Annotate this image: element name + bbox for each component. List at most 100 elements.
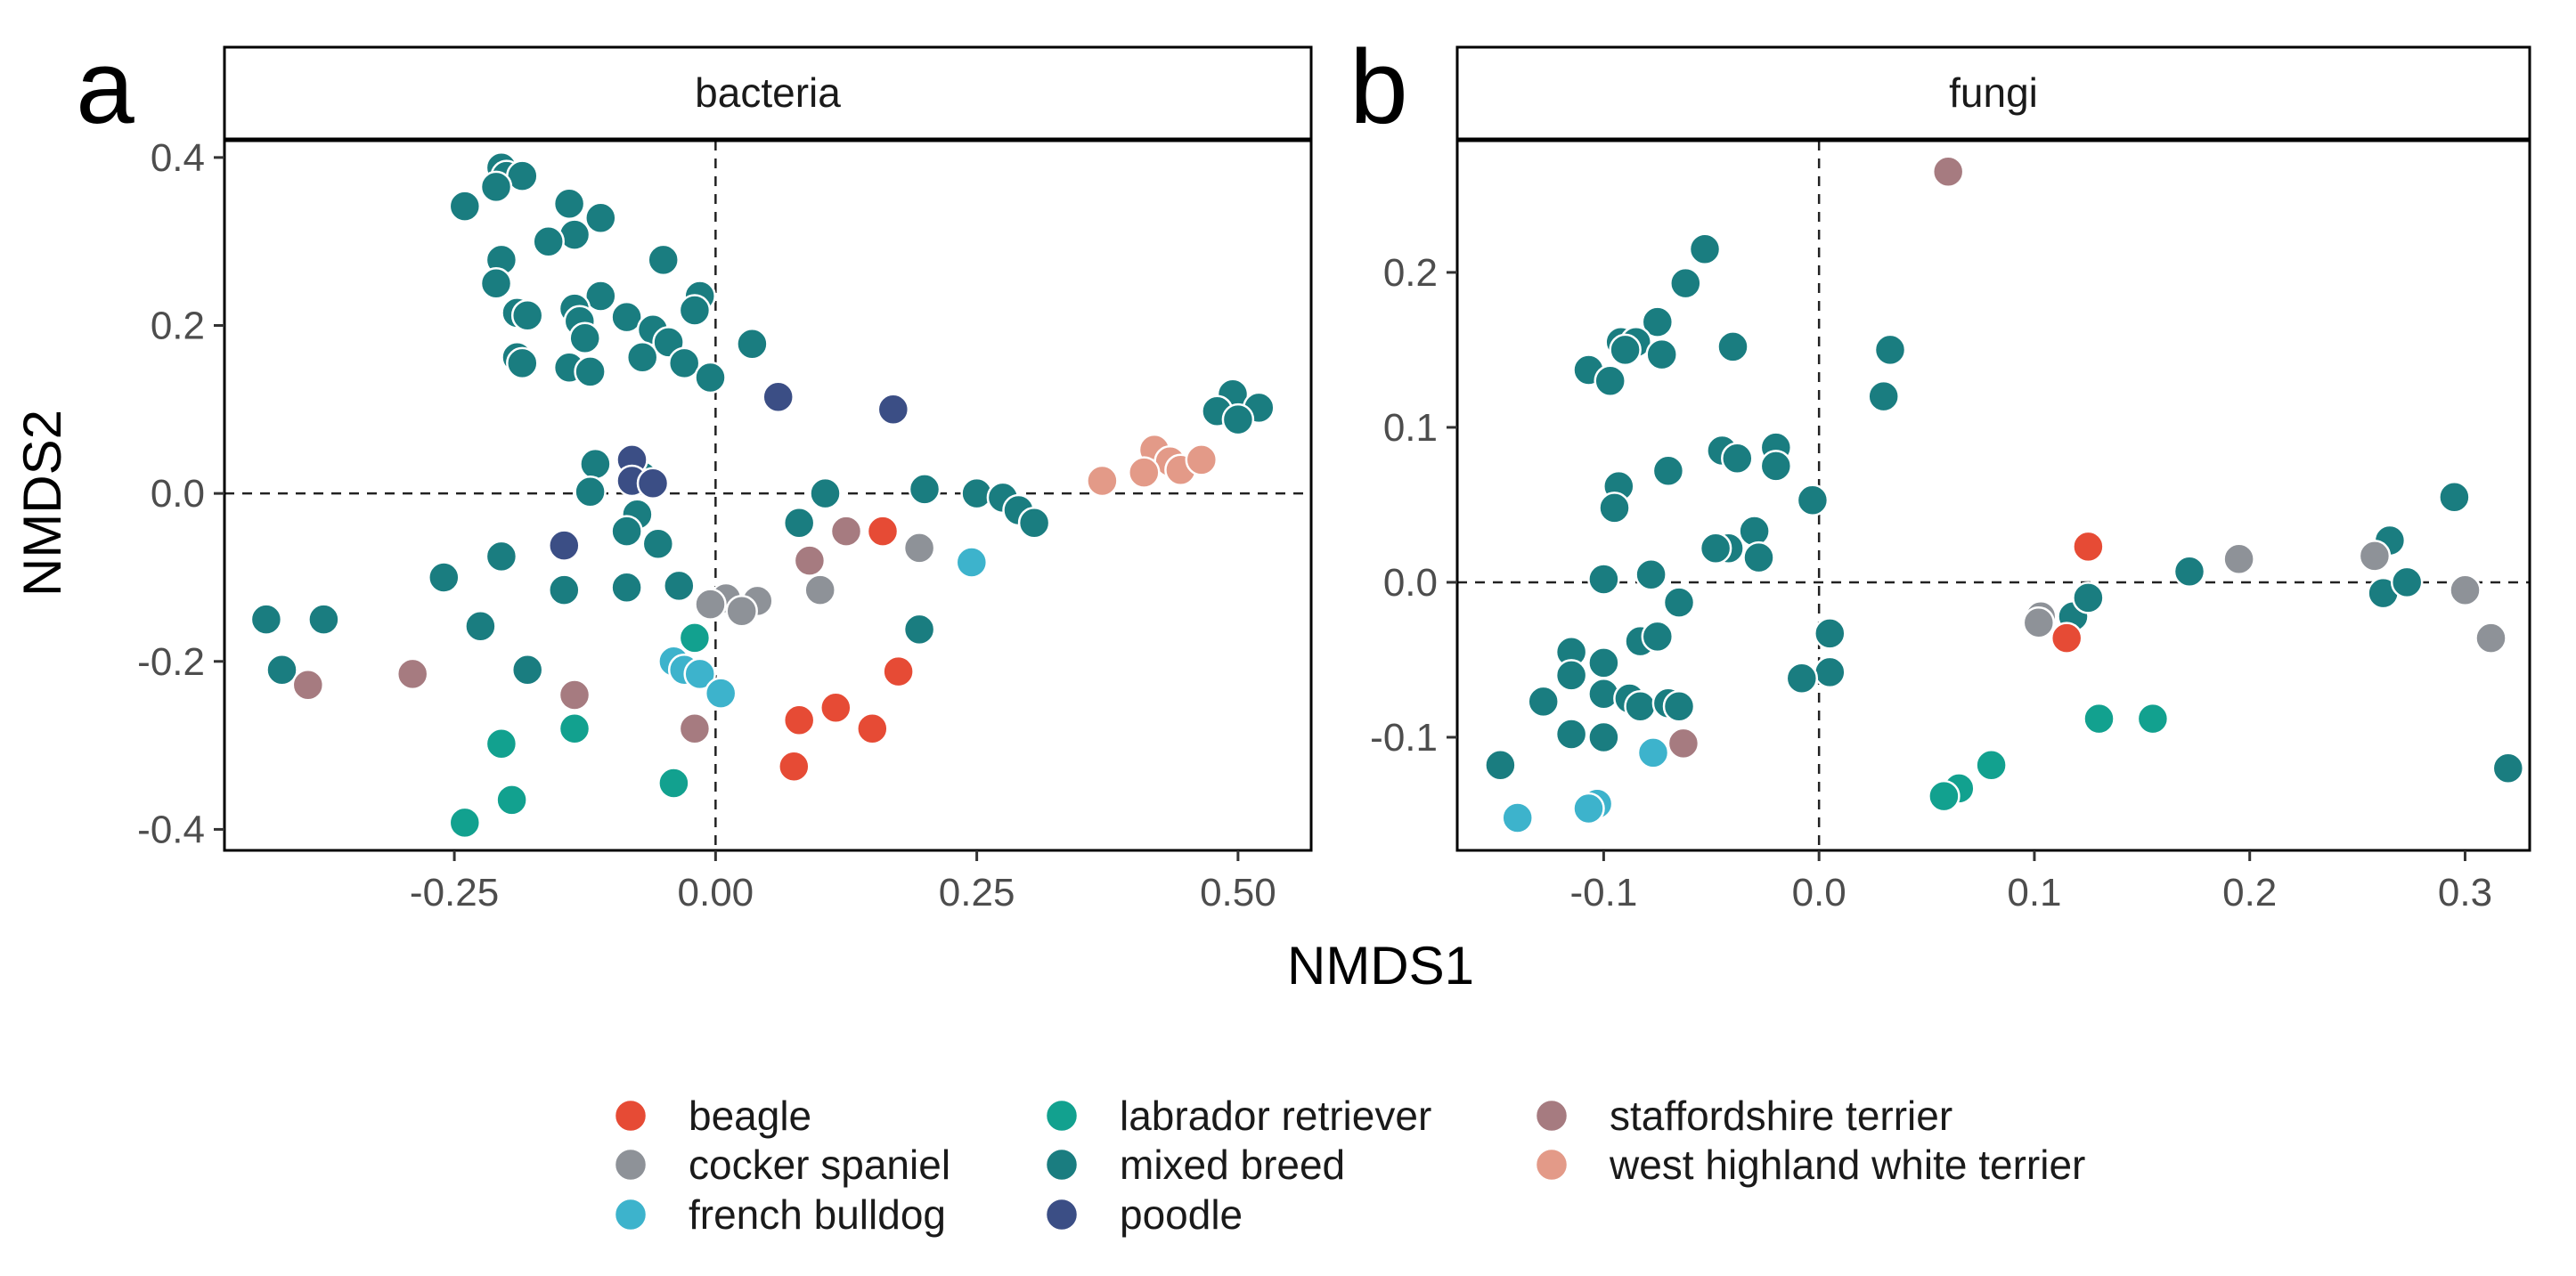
data-point-mixed xyxy=(1527,685,1560,719)
data-point-mixed xyxy=(532,224,565,258)
x-tick-label: 0.00 xyxy=(678,871,754,914)
data-point-mixed xyxy=(1785,662,1819,695)
data-point-mixed xyxy=(610,571,643,605)
legend-item-lab: labrador retriever xyxy=(1044,1093,1431,1139)
data-point-mixed xyxy=(678,294,712,327)
data-point-mixed xyxy=(1017,506,1051,540)
data-point-mixed xyxy=(782,506,816,540)
data-point-cocker xyxy=(2222,542,2255,576)
legend-label: beagle xyxy=(689,1093,811,1139)
x-axis: -0.1 0.0 0.1 0.2 0.3 xyxy=(1569,850,2492,914)
data-point-mixed xyxy=(1594,364,1626,397)
legend-item-french: french bulldog xyxy=(613,1191,946,1238)
data-point-mixed xyxy=(2491,752,2525,785)
x-tick-label: 0.2 xyxy=(2222,871,2277,914)
data-point-mixed xyxy=(1699,532,1732,565)
strip-background xyxy=(223,45,1313,141)
legend-swatch xyxy=(1044,1098,1080,1134)
x-tick-label: -0.25 xyxy=(410,871,499,914)
legend-label: cocker spaniel xyxy=(689,1142,950,1188)
data-point-beagle xyxy=(2072,530,2105,564)
data-point-french xyxy=(683,657,716,691)
data-point-mixed xyxy=(1662,586,1696,619)
legend-label: west highland white terrier xyxy=(1609,1142,2085,1188)
reference-lines xyxy=(1457,141,2530,850)
x-tick-label: 0.0 xyxy=(1792,871,1846,914)
data-point-poodle xyxy=(876,393,910,427)
data-point-beagle xyxy=(782,703,816,737)
y-tick-label: 0.2 xyxy=(1383,251,1438,295)
data-point-mixed xyxy=(584,280,617,313)
legend-swatch xyxy=(613,1098,648,1134)
data-point-cocker xyxy=(2474,622,2507,654)
data-point-mixed xyxy=(1641,620,1675,654)
data-point-mixed xyxy=(1587,563,1620,596)
data-point-mixed xyxy=(1609,333,1642,367)
data-point-mixed xyxy=(2072,581,2105,614)
data-points xyxy=(1484,155,2525,834)
data-point-cocker xyxy=(725,594,758,628)
data-point-mixed xyxy=(574,355,607,388)
data-point-lab xyxy=(558,711,591,745)
data-point-mixed xyxy=(1634,557,1667,591)
data-point-french xyxy=(1501,801,1534,834)
data-point-staff xyxy=(1931,155,1965,189)
data-point-mixed xyxy=(579,447,612,481)
x-axis: -0.25 0.00 0.25 0.50 xyxy=(410,850,1276,914)
data-point-mixed xyxy=(641,527,675,560)
data-point-westie xyxy=(1128,456,1161,489)
data-point-mixed xyxy=(479,170,513,204)
data-point-mixed xyxy=(249,603,283,636)
y-tick-label: 0.1 xyxy=(1383,406,1438,450)
data-point-lab xyxy=(448,806,482,840)
data-point-mixed xyxy=(1742,540,1775,574)
data-point-mixed xyxy=(2172,555,2206,589)
data-point-mixed xyxy=(479,267,513,300)
reference-lines xyxy=(224,141,1311,850)
x-tick-label: 0.1 xyxy=(2007,871,2061,914)
data-point-mixed xyxy=(448,190,482,223)
data-point-mixed xyxy=(1669,266,1702,300)
data-point-mixed xyxy=(428,561,461,594)
data-point-beagle xyxy=(778,750,811,783)
data-point-mixed xyxy=(908,473,942,506)
y-tick-label: 0.2 xyxy=(151,305,205,348)
data-point-lab xyxy=(2136,702,2170,736)
data-point-mixed xyxy=(506,346,539,380)
legend-swatch xyxy=(1044,1147,1080,1183)
legend-swatch xyxy=(1534,1098,1569,1134)
data-point-poodle xyxy=(762,380,795,413)
data-point-beagle xyxy=(882,654,915,688)
data-point-mixed xyxy=(694,361,727,394)
legend-label: french bulldog xyxy=(689,1191,946,1238)
data-point-french xyxy=(1636,736,1670,769)
data-point-lab xyxy=(657,767,690,800)
data-point-mixed xyxy=(1814,655,1846,689)
data-point-mixed xyxy=(1587,646,1620,679)
legend-swatch xyxy=(613,1147,648,1183)
plot-frame xyxy=(1455,139,2531,852)
x-tick-label: 0.50 xyxy=(1200,871,1276,914)
x-tick-label: 0.3 xyxy=(2438,871,2492,914)
data-point-mixed xyxy=(902,613,936,646)
data-point-french xyxy=(704,677,738,710)
data-point-poodle xyxy=(636,467,670,500)
data-point-mixed xyxy=(809,476,842,510)
legend-swatch xyxy=(1044,1197,1080,1232)
panel-fungi: b fungi -0.1 0.0 0.1 0.2 0.3 -0.1 0.0 0.1 0.2 xyxy=(1349,28,2531,914)
data-point-lab xyxy=(2083,702,2115,736)
data-point-mixed xyxy=(1716,330,1749,363)
data-point-mixed xyxy=(1651,454,1685,487)
plot-frame xyxy=(223,139,1313,852)
legend-label: poodle xyxy=(1120,1191,1243,1238)
legend-item-mixed: mixed breed xyxy=(1044,1142,1345,1188)
data-point-lab xyxy=(1975,749,2008,782)
data-point-french xyxy=(955,546,989,579)
legend-label: staffordshire terrier xyxy=(1610,1093,1952,1139)
data-point-mixed xyxy=(574,475,607,508)
data-point-cocker xyxy=(803,573,836,606)
data-point-mixed xyxy=(584,201,617,235)
data-point-staff xyxy=(558,679,591,711)
legend-swatch xyxy=(1534,1147,1569,1183)
